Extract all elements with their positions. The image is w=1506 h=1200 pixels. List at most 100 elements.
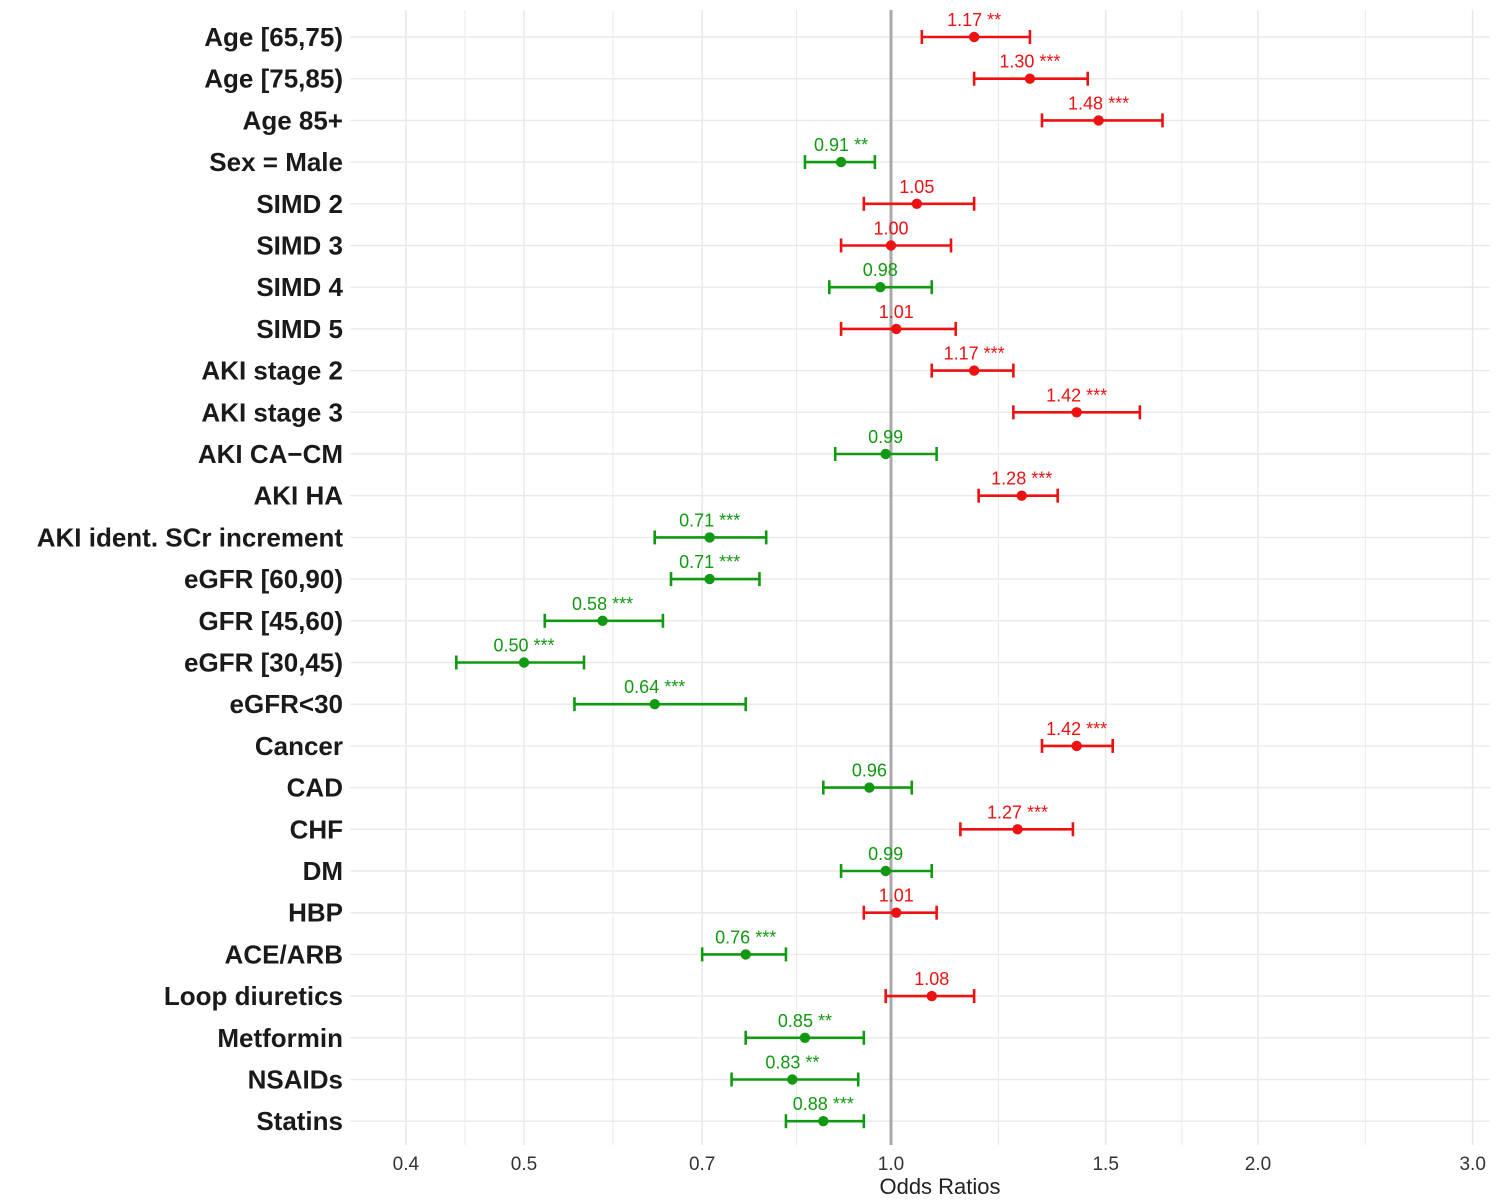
point-estimate <box>926 990 937 1002</box>
row-11: 1.28 *** <box>977 469 1059 503</box>
value-label: 1.17 *** <box>944 344 1005 364</box>
x-tick-label: 0.7 <box>689 1154 715 1175</box>
value-label: 0.85 ** <box>778 1011 832 1031</box>
row-label: Age 85+ <box>243 105 343 135</box>
point-estimate <box>968 365 980 376</box>
row-1: 1.30 *** <box>972 52 1090 86</box>
value-label: 0.76 *** <box>715 927 776 947</box>
x-axis-title: Odds Ratios <box>879 1174 1000 1199</box>
row-0: 1.17 ** <box>920 10 1032 44</box>
point-estimate <box>864 782 875 793</box>
value-label: 0.88 *** <box>793 1094 854 1114</box>
x-tick-label: 1.0 <box>878 1154 904 1175</box>
row-label: AKI stage 2 <box>201 356 343 386</box>
row-label: AKI CA−CM <box>198 439 343 469</box>
row-label: GFR [45,60) <box>199 606 344 636</box>
value-label: 0.91 ** <box>814 135 868 155</box>
x-axis-ticks: 0.4 0.5 0.7 1.0 1.5 2.0 3.0 <box>393 1154 1486 1175</box>
point-estimate <box>787 1074 798 1085</box>
point-estimate <box>891 907 902 918</box>
row-label: Cancer <box>255 731 343 761</box>
x-tick-label: 3.0 <box>1459 1154 1485 1175</box>
row-label: DM <box>303 856 343 886</box>
row-15: 0.50 *** <box>455 636 586 670</box>
x-tick-label: 2.0 <box>1245 1154 1271 1175</box>
x-tick-label: 0.5 <box>511 1154 537 1175</box>
value-label: 1.48 *** <box>1068 93 1129 113</box>
row-8: 1.17 *** <box>930 344 1015 378</box>
value-label: 1.01 <box>879 886 914 906</box>
row-label: eGFR [60,90) <box>184 564 343 594</box>
value-label: 1.27 *** <box>987 802 1048 822</box>
row-19: 1.27 *** <box>959 802 1075 837</box>
row-label: ACE/ARB <box>225 939 343 969</box>
row-label: eGFR [30,45) <box>184 648 343 678</box>
value-label: 0.71 *** <box>679 552 740 572</box>
row-label: HBP <box>288 898 343 928</box>
point-estimate <box>704 532 715 543</box>
point-estimate <box>518 657 530 668</box>
row-9: 1.42 *** <box>1012 385 1142 420</box>
row-label: CHF <box>290 814 343 844</box>
row-18: 0.96 <box>822 761 914 795</box>
point-estimate <box>1012 824 1023 835</box>
value-label: 1.08 <box>914 969 949 989</box>
point-estimate <box>1071 740 1082 752</box>
row-label: Statins <box>256 1106 343 1136</box>
row-14: 0.58 *** <box>543 594 665 628</box>
point-estimate <box>891 323 902 335</box>
row-13: 0.71 *** <box>669 552 761 587</box>
value-label: 1.01 <box>879 302 914 322</box>
point-estimate <box>818 1116 829 1127</box>
point-estimate <box>597 615 608 626</box>
row-16: 0.64 *** <box>573 677 747 712</box>
row-label: AKI stage 3 <box>201 397 343 427</box>
point-estimate <box>875 282 886 293</box>
row-label: eGFR<30 <box>230 689 343 719</box>
value-label: 1.28 *** <box>991 469 1052 489</box>
point-estimate <box>1071 407 1082 418</box>
row-10: 0.99 <box>833 427 938 461</box>
value-label: 1.17 ** <box>947 10 1001 30</box>
point-estimate <box>885 240 897 251</box>
row-label: SIMD 2 <box>256 189 343 219</box>
row-label: Sex = Male <box>209 147 343 177</box>
point-estimate <box>835 156 847 168</box>
row-label: SIMD 3 <box>256 231 343 261</box>
x-tick-label: 1.5 <box>1092 1154 1118 1175</box>
point-estimate <box>968 31 980 43</box>
row-21: 1.01 <box>862 886 938 920</box>
point-estimate <box>880 448 891 460</box>
row-26: 0.88 *** <box>784 1094 866 1129</box>
row-24: 0.85 ** <box>744 1011 866 1045</box>
row-25: 0.83 ** <box>730 1053 860 1087</box>
point-estimate <box>1016 490 1027 501</box>
row-6: 0.98 <box>827 260 934 295</box>
value-label: 1.42 *** <box>1046 719 1107 739</box>
row-23: 1.08 <box>884 969 976 1004</box>
row-22: 0.76 *** <box>700 927 788 962</box>
value-label: 0.99 <box>868 427 903 447</box>
value-label: 0.96 <box>852 761 887 781</box>
point-estimate <box>649 699 660 710</box>
point-estimate <box>704 573 715 585</box>
row-label: Age [65,75) <box>204 22 343 52</box>
value-label: 1.42 *** <box>1046 385 1107 405</box>
point-estimate <box>880 865 891 877</box>
row-20: 0.99 <box>839 844 934 878</box>
row-label: SIMD 4 <box>256 272 343 302</box>
value-label: 0.64 *** <box>624 677 685 697</box>
row-label: Age [75,85) <box>204 64 343 94</box>
point-estimate <box>911 198 923 209</box>
point-estimate <box>799 1032 811 1044</box>
value-label: 0.83 ** <box>765 1053 819 1073</box>
point-estimate <box>740 949 751 960</box>
point-estimate <box>1024 73 1036 84</box>
row-17: 1.42 *** <box>1040 719 1114 753</box>
row-label: CAD <box>287 773 343 803</box>
value-label: 1.30 *** <box>999 52 1060 72</box>
value-label: 0.71 *** <box>679 510 740 530</box>
row-7: 1.01 <box>839 302 958 336</box>
row-label: NSAIDs <box>248 1065 343 1095</box>
